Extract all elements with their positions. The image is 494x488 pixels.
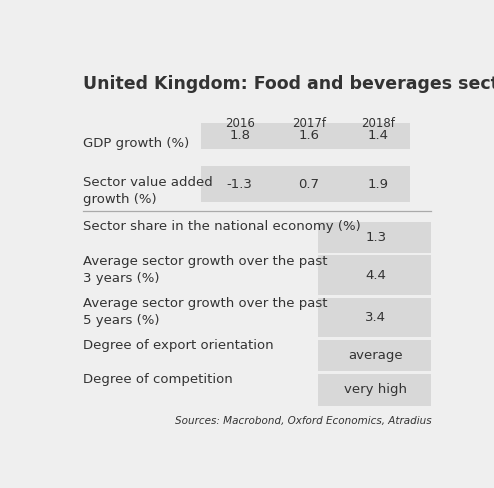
Text: 2016: 2016 xyxy=(225,117,255,130)
Text: very high: very high xyxy=(344,384,407,396)
Text: Average sector growth over the past
3 years (%): Average sector growth over the past 3 ye… xyxy=(83,255,328,285)
Text: 4.4: 4.4 xyxy=(365,269,386,282)
Text: Sources: Macrobond, Oxford Economics, Atradius: Sources: Macrobond, Oxford Economics, At… xyxy=(174,416,431,427)
Text: Degree of competition: Degree of competition xyxy=(83,373,233,386)
Bar xyxy=(202,123,272,149)
Bar xyxy=(270,123,341,149)
Bar xyxy=(318,298,431,337)
Text: 1.3: 1.3 xyxy=(365,231,386,244)
Bar xyxy=(318,340,431,371)
Text: Degree of export orientation: Degree of export orientation xyxy=(83,339,274,352)
Bar xyxy=(339,123,410,149)
Text: 1.4: 1.4 xyxy=(367,129,388,142)
Text: Sector value added
growth (%): Sector value added growth (%) xyxy=(83,176,212,206)
Text: United Kingdom: Food and beverages sector: United Kingdom: Food and beverages secto… xyxy=(83,76,494,94)
Text: 0.7: 0.7 xyxy=(298,178,319,191)
Bar xyxy=(318,255,431,295)
Text: 3.4: 3.4 xyxy=(365,311,386,324)
Text: Sector share in the national economy (%): Sector share in the national economy (%) xyxy=(83,220,361,233)
Bar xyxy=(202,166,272,202)
Text: -1.3: -1.3 xyxy=(227,178,253,191)
Bar xyxy=(270,166,341,202)
Text: 1.9: 1.9 xyxy=(367,178,388,191)
Text: GDP growth (%): GDP growth (%) xyxy=(83,138,189,150)
Bar xyxy=(318,223,431,253)
Bar xyxy=(318,374,431,406)
Text: 1.6: 1.6 xyxy=(298,129,319,142)
Text: average: average xyxy=(348,349,403,362)
Text: 1.8: 1.8 xyxy=(229,129,250,142)
Text: 2017f: 2017f xyxy=(291,117,326,130)
Bar xyxy=(339,166,410,202)
Text: Average sector growth over the past
5 years (%): Average sector growth over the past 5 ye… xyxy=(83,297,328,327)
Text: 2018f: 2018f xyxy=(361,117,395,130)
